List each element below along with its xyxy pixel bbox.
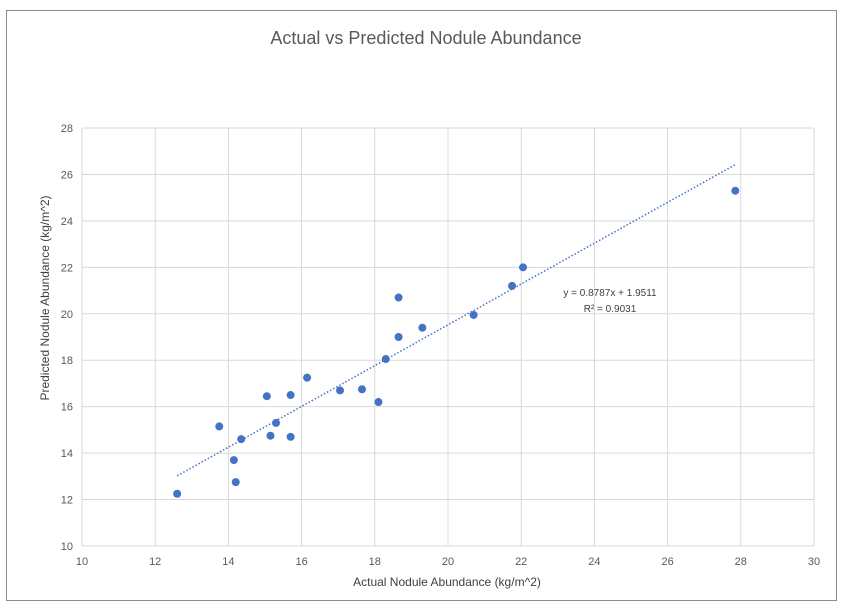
data-point bbox=[286, 432, 295, 441]
data-point bbox=[508, 281, 517, 290]
data-point bbox=[303, 373, 312, 382]
data-point bbox=[469, 310, 478, 319]
chart-title: Actual vs Predicted Nodule Abundance bbox=[270, 28, 581, 48]
y-tick-label: 20 bbox=[61, 309, 73, 321]
x-tick-label: 12 bbox=[149, 556, 161, 568]
scatter-chart: Actual vs Predicted Nodule Abundance 10 1… bbox=[38, 28, 820, 589]
y-axis-title: Predicted Nodule Abundance (kg/m^2) bbox=[38, 195, 52, 400]
x-tick-label: 14 bbox=[222, 556, 234, 568]
data-point bbox=[374, 398, 383, 407]
x-tick-label: 18 bbox=[369, 556, 381, 568]
x-tick-label: 24 bbox=[588, 556, 600, 568]
y-tick-label: 10 bbox=[61, 541, 73, 553]
x-tick-labels: 10 12 14 16 18 20 22 24 26 28 30 bbox=[76, 556, 820, 568]
data-point bbox=[173, 489, 182, 498]
data-point bbox=[336, 386, 345, 395]
data-point bbox=[394, 333, 403, 341]
data-point bbox=[231, 478, 240, 487]
chart-frame: Actual vs Predicted Nodule Abundance 10 1… bbox=[6, 10, 837, 601]
gridlines bbox=[81, 127, 815, 547]
data-point bbox=[286, 391, 295, 400]
data-point bbox=[262, 392, 271, 401]
x-tick-label: 10 bbox=[76, 556, 88, 568]
trendline bbox=[176, 163, 736, 477]
x-tick-label: 28 bbox=[735, 556, 747, 568]
data-point bbox=[266, 431, 275, 440]
data-point bbox=[271, 418, 280, 427]
y-tick-label: 28 bbox=[61, 123, 73, 135]
data-point bbox=[394, 293, 403, 302]
y-tick-label: 22 bbox=[61, 262, 73, 274]
y-tick-label: 14 bbox=[61, 448, 73, 460]
y-tick-label: 18 bbox=[61, 355, 73, 367]
trendline-equation: y = 0.8787x + 1.9511 bbox=[563, 288, 657, 299]
x-tick-label: 26 bbox=[661, 556, 673, 568]
x-tick-label: 20 bbox=[442, 556, 454, 568]
y-tick-label: 12 bbox=[61, 495, 73, 507]
data-point bbox=[381, 355, 390, 364]
y-tick-labels: 10 12 14 16 18 20 22 24 26 28 bbox=[61, 123, 73, 553]
x-tick-label: 30 bbox=[808, 556, 820, 568]
data-point bbox=[731, 186, 740, 195]
data-point bbox=[519, 263, 528, 272]
data-point bbox=[418, 323, 427, 332]
y-tick-label: 24 bbox=[61, 216, 73, 228]
x-axis-title: Actual Nodule Abundance (kg/m^2) bbox=[353, 575, 541, 589]
data-point bbox=[229, 456, 238, 465]
data-point bbox=[237, 435, 246, 444]
x-tick-label: 16 bbox=[295, 556, 307, 568]
data-points bbox=[173, 186, 740, 498]
trendline-path bbox=[176, 163, 736, 477]
y-tick-label: 26 bbox=[61, 169, 73, 181]
trendline-r2: R² = 0.9031 bbox=[584, 304, 637, 315]
x-tick-label: 22 bbox=[515, 556, 527, 568]
data-point bbox=[357, 385, 366, 394]
data-point bbox=[215, 422, 224, 431]
y-tick-label: 16 bbox=[61, 402, 73, 414]
